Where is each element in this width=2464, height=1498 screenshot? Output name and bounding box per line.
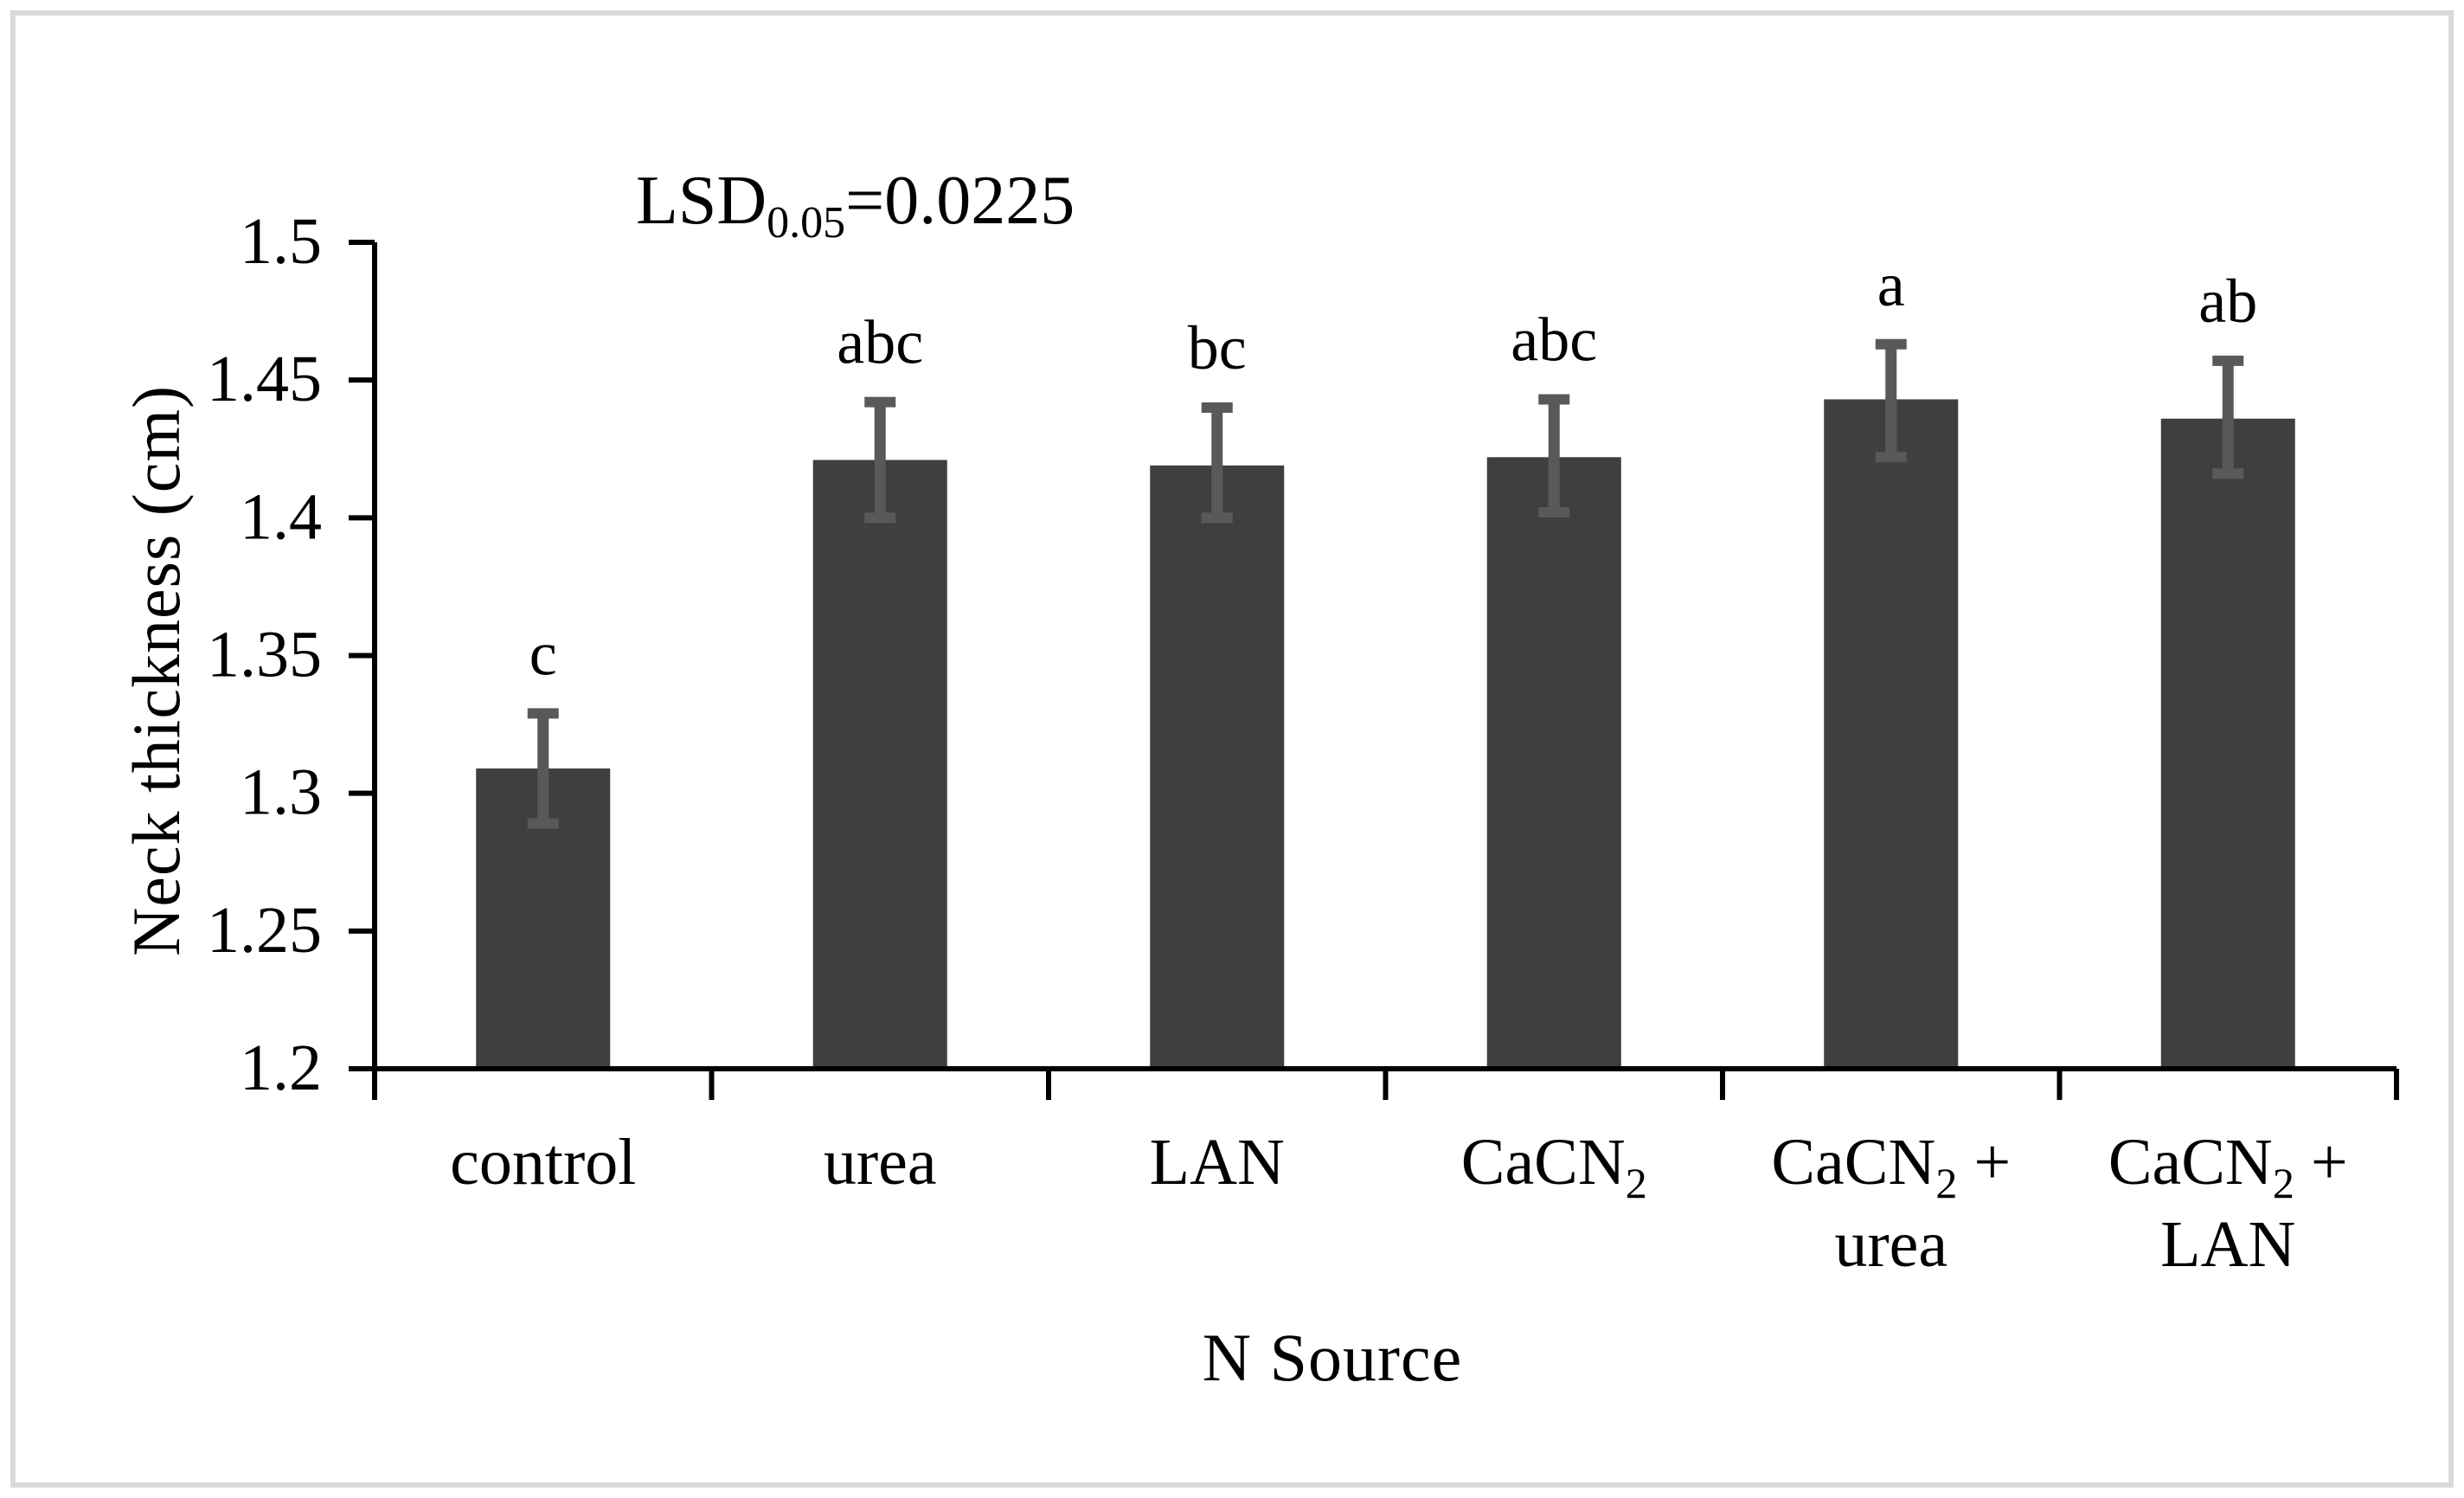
bar-CaCN₂ bbox=[1486, 457, 1621, 1069]
sig-letter-CaCN₂ + urea: a bbox=[1877, 250, 1905, 319]
y-tick-label: 1.3 bbox=[240, 756, 322, 829]
y-tick-label: 1.2 bbox=[240, 1032, 322, 1104]
x-category-label-CaCN₂ + urea: CaCN2 + bbox=[1771, 1126, 2011, 1207]
sig-letter-control: c bbox=[529, 619, 557, 688]
y-tick-label: 1.45 bbox=[207, 343, 322, 415]
y-tick-label: 1.4 bbox=[240, 480, 322, 553]
x-category-label-CaCN₂: CaCN2 bbox=[1461, 1126, 1647, 1207]
y-tick-label: 1.5 bbox=[240, 205, 322, 278]
x-category-label-urea: urea bbox=[824, 1126, 937, 1199]
x-category-label-CaCN₂ + urea: urea bbox=[1834, 1208, 1947, 1281]
lsd-annotation: LSD0.05=0.0225 bbox=[636, 162, 1075, 248]
sig-letter-CaCN₂ + LAN: ab bbox=[2198, 267, 2257, 336]
lsd-annotation-label: LSD bbox=[636, 163, 767, 239]
x-category-label-CaCN₂ + LAN: LAN bbox=[2160, 1208, 2295, 1281]
lsd-annotation-subscript: 0.05 bbox=[767, 198, 846, 248]
x-category-label-CaCN₂ + LAN: CaCN2 + bbox=[2108, 1126, 2348, 1207]
bar-CaCN₂ + LAN bbox=[2160, 418, 2295, 1069]
x-axis-title: N Source bbox=[1202, 1320, 1463, 1395]
bar-LAN bbox=[1150, 465, 1285, 1069]
x-category-label-control: control bbox=[450, 1126, 636, 1199]
sig-letter-CaCN₂: abc bbox=[1511, 305, 1597, 374]
bar-urea bbox=[812, 460, 947, 1069]
x-category-label-LAN: LAN bbox=[1150, 1126, 1285, 1199]
lsd-annotation-value: =0.0225 bbox=[845, 163, 1075, 239]
y-tick-label: 1.25 bbox=[207, 894, 322, 967]
sig-letter-urea: abc bbox=[837, 308, 923, 377]
sig-letter-LAN: bc bbox=[1188, 313, 1247, 383]
y-axis-title: Neck thickness (cm) bbox=[119, 384, 194, 957]
bar-CaCN₂ + urea bbox=[1824, 399, 1959, 1069]
y-tick-label: 1.35 bbox=[207, 619, 322, 691]
